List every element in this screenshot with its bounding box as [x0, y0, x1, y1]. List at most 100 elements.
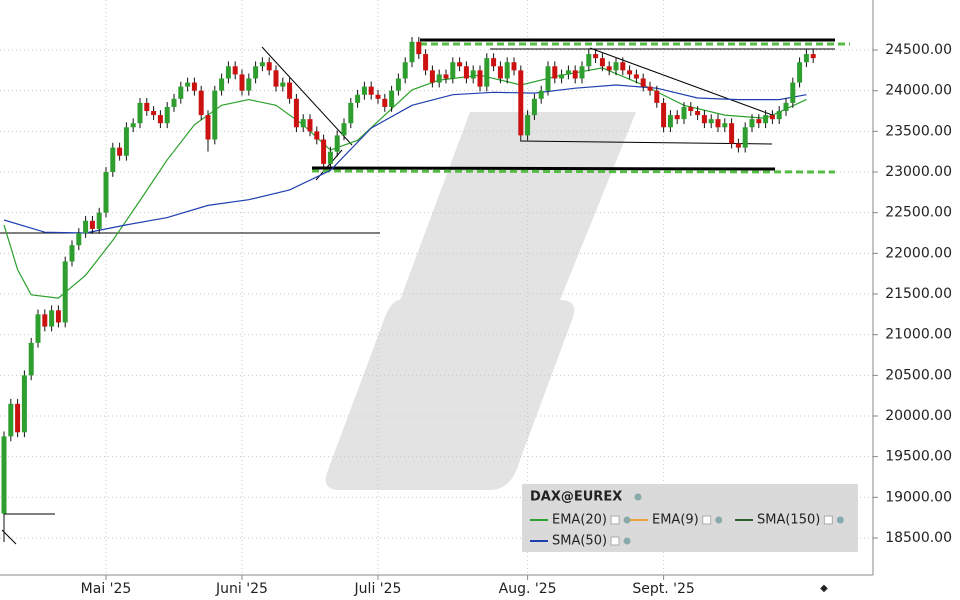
candle-body [722, 123, 728, 128]
candle-body [164, 106, 170, 124]
candle-body [382, 98, 388, 107]
legend-title: DAX@EUREX [530, 490, 622, 505]
candle-body [144, 102, 150, 112]
legend-icon[interactable] [836, 516, 844, 524]
candle-body [742, 127, 748, 148]
candle-body [259, 62, 265, 67]
candle-body [579, 66, 585, 79]
candle-body [531, 98, 537, 116]
candle-body [497, 66, 503, 79]
candle-body [110, 147, 116, 173]
candle-body [103, 172, 109, 213]
y-tick-label: 24500.00 [885, 42, 952, 58]
candle-body [613, 62, 619, 71]
candle-body [545, 66, 551, 91]
candle-body [8, 403, 14, 437]
support-line [311, 166, 776, 171]
legend-icon[interactable] [634, 493, 642, 501]
x-tick-label: Juni '25 [215, 581, 268, 597]
candle-body [83, 220, 89, 234]
candle-body [368, 86, 374, 95]
y-tick-label: 19000.00 [885, 489, 952, 505]
candle-body [341, 123, 347, 136]
candle-body [327, 151, 333, 164]
candle-body [599, 58, 605, 67]
candle-body [375, 94, 381, 99]
candle-body [586, 54, 592, 67]
scroll-marker: ◆ [820, 583, 828, 594]
candle-body [225, 66, 231, 79]
candle-body [219, 78, 225, 91]
candle-body [443, 74, 449, 79]
legend-toggle[interactable] [702, 515, 712, 525]
trend-line [589, 47, 776, 117]
candle-body [212, 90, 218, 140]
candle-body [429, 70, 435, 83]
candle-body [783, 102, 789, 112]
candle-body [620, 62, 626, 71]
legend-icon[interactable] [623, 516, 631, 524]
candle-body [307, 119, 313, 132]
candle-body [484, 58, 490, 87]
x-tick-label: Sept. '25 [632, 581, 694, 597]
candle-body [157, 115, 163, 124]
candle-body [293, 98, 299, 128]
candle-body [348, 102, 354, 124]
candle-body [538, 90, 544, 99]
candle-body [409, 41, 415, 63]
candle-body [504, 62, 510, 79]
axis-labels: 18500.00 19000.00 19500.00 20000.00 20500.00… [81, 42, 952, 597]
candle-body [701, 115, 707, 124]
legend-label: EMA(20) [552, 513, 607, 528]
candle-body [280, 82, 286, 87]
candle-body [674, 115, 680, 120]
candle-body [314, 131, 320, 140]
candle-body [470, 70, 476, 79]
candle-body [450, 62, 456, 79]
candle-body [565, 70, 571, 75]
candle-body [55, 310, 61, 323]
candle-body [416, 41, 422, 55]
legend-icon[interactable] [715, 516, 723, 524]
candle-body [402, 62, 408, 79]
y-tick-label: 21000.00 [885, 327, 952, 343]
candle-body [790, 82, 796, 103]
candle-body [287, 82, 293, 99]
candle-body [389, 90, 395, 107]
candle-body [511, 62, 517, 71]
trend-line [261, 46, 353, 146]
candle-body [334, 135, 340, 152]
candle-body [749, 119, 755, 128]
candle-body [96, 212, 102, 229]
legend-toggle[interactable] [610, 515, 620, 525]
candle-body [477, 70, 483, 87]
candle-body [76, 233, 82, 246]
candle-body [232, 66, 238, 75]
candle-body [42, 314, 48, 327]
legend-toggle[interactable] [610, 536, 620, 546]
candle-body [715, 119, 721, 128]
candle-body [191, 82, 197, 91]
candle-body [491, 58, 497, 67]
candle-body [21, 375, 27, 433]
candle-body [729, 123, 735, 144]
dashed-level [311, 169, 836, 174]
candle-body [130, 123, 136, 128]
y-tick-label: 21500.00 [885, 286, 952, 302]
annotations [0, 38, 850, 545]
y-tick-label: 18500.00 [885, 530, 952, 546]
legend-icon[interactable] [623, 537, 631, 545]
x-tick-label: Juli '25 [354, 581, 402, 597]
candle-body [253, 66, 259, 79]
candle-body [627, 70, 633, 75]
legend-toggle[interactable] [823, 515, 833, 525]
candle-body [423, 54, 429, 71]
candle-body [572, 70, 578, 79]
x-tick-label: Mai '25 [81, 581, 132, 597]
candle-body [640, 78, 646, 87]
candle-body [776, 111, 782, 120]
candle-body [273, 70, 279, 87]
candle-body [647, 86, 653, 91]
candle-body [205, 115, 211, 140]
candle-body [525, 115, 531, 136]
